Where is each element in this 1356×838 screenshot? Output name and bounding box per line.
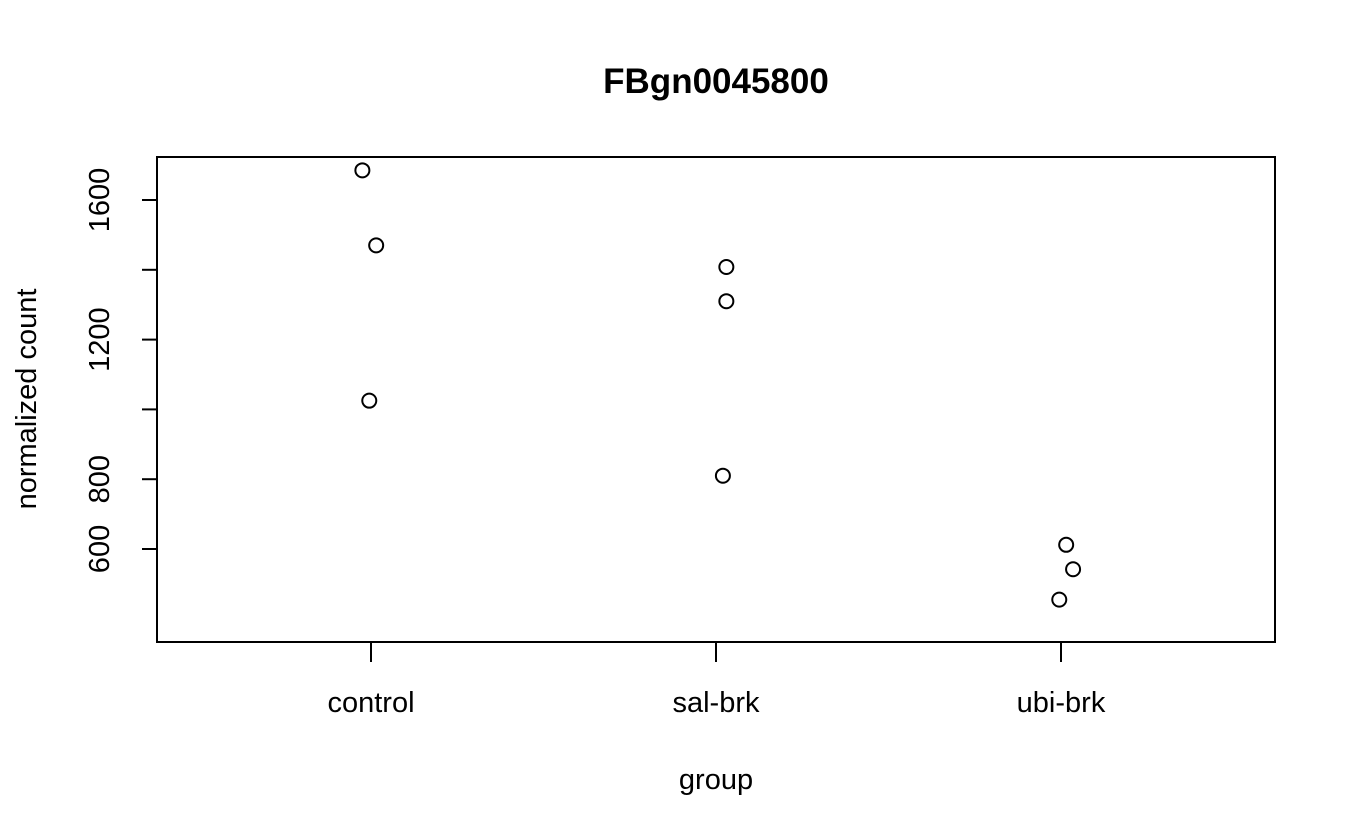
y-tick-label: 800 xyxy=(84,455,116,503)
x-tick-label-control: control xyxy=(327,687,414,719)
plot-frame xyxy=(157,157,1275,642)
y-tick-label: 1600 xyxy=(84,168,116,233)
data-point-ubi-brk xyxy=(1059,538,1073,552)
x-axis: control sal-brk ubi-brk xyxy=(327,642,1105,719)
data-point-ubi-brk xyxy=(1052,593,1066,607)
x-tick-label-sal-brk: sal-brk xyxy=(672,687,760,719)
y-axis-label: normalized count xyxy=(11,289,43,510)
y-axis: 600 800 1200 1600 xyxy=(84,168,157,573)
data-point-control xyxy=(362,394,376,408)
data-point-sal-brk xyxy=(719,260,733,274)
x-axis-label: group xyxy=(679,764,753,796)
chart-title: FBgn0045800 xyxy=(603,62,829,101)
data-point-sal-brk xyxy=(716,469,730,483)
y-tick-label: 600 xyxy=(84,525,116,573)
data-point-control xyxy=(355,163,369,177)
data-point-sal-brk xyxy=(719,294,733,308)
data-point-control xyxy=(369,238,383,252)
y-tick-label: 1200 xyxy=(84,307,116,372)
data-point-ubi-brk xyxy=(1066,562,1080,576)
data-points xyxy=(355,163,1080,606)
x-tick-label-ubi-brk: ubi-brk xyxy=(1017,687,1106,719)
